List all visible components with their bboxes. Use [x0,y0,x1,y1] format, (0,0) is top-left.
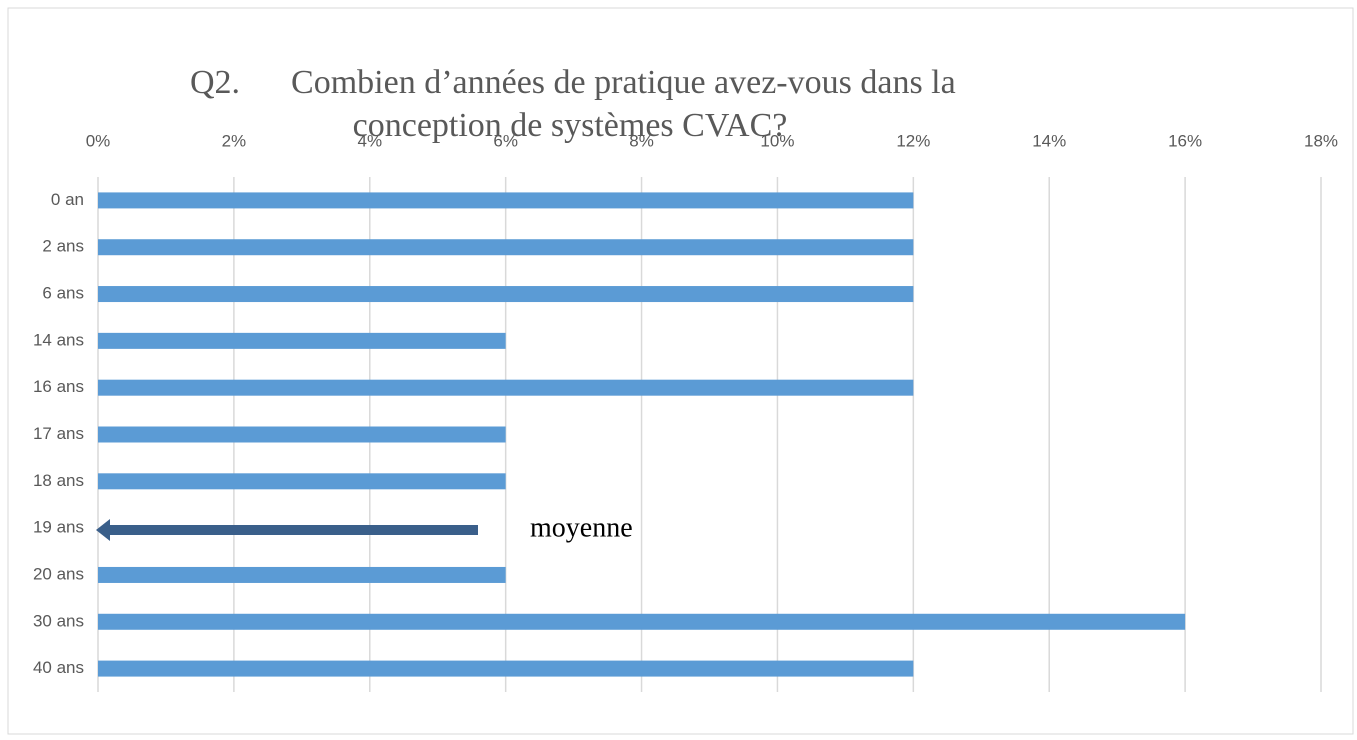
x-tick-label: 2% [222,131,247,150]
x-tick-label: 4% [357,131,382,150]
bar [98,613,1186,630]
x-tick-label: 14% [1032,131,1066,150]
bar [98,332,506,349]
y-tick-label: 2 ans [42,237,84,256]
bar [98,192,914,209]
bar [98,426,506,443]
bar [98,239,914,256]
arrow-head [96,519,110,541]
x-tick-label: 12% [896,131,930,150]
y-tick-label: 18 ans [33,471,84,490]
bar [98,473,506,490]
annotation: moyenne [530,512,633,543]
bar [98,379,914,396]
bar [98,566,506,583]
chart-title: conception de systèmes CVAC? [353,107,788,144]
y-tick-label: 14 ans [33,330,84,349]
y-tick-label: 20 ans [33,564,84,583]
bar [98,286,914,303]
y-tick-label: 40 ans [33,658,84,677]
y-tick-label: 17 ans [33,424,84,443]
bar [98,660,914,677]
x-tick-label: 6% [493,131,518,150]
y-tick-label: 16 ans [33,377,84,396]
x-tick-label: 10% [760,131,794,150]
y-tick-label: 0 an [51,190,84,209]
x-tick-label: 8% [629,131,654,150]
y-tick-label: 6 ans [42,284,84,303]
chart-title: Q2. Combien d’années de pratique avez-vo… [190,64,956,101]
x-tick-label: 18% [1304,131,1338,150]
chart-border [7,7,1354,735]
x-tick-label: 16% [1168,131,1202,150]
y-tick-label: 19 ans [33,518,84,537]
x-tick-label: 0% [86,131,111,150]
y-tick-label: 30 ans [33,611,84,630]
